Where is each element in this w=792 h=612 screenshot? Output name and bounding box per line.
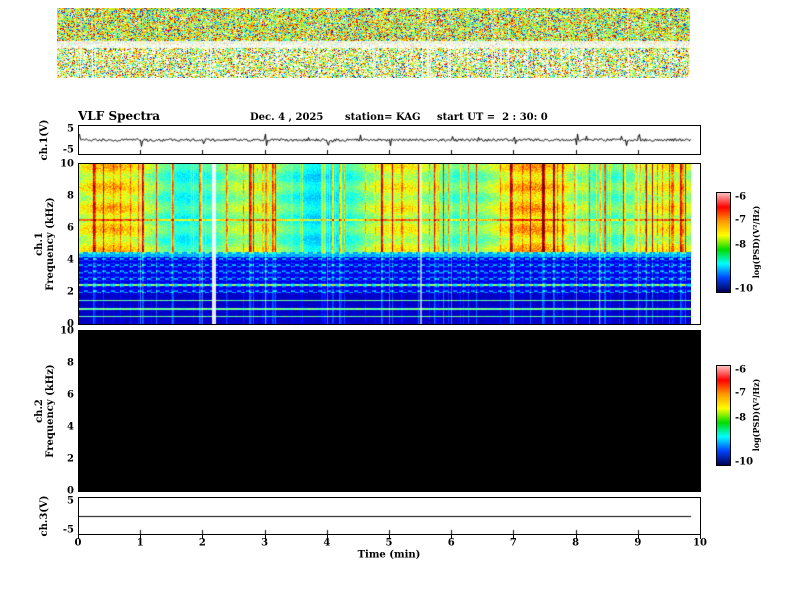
time-tick-label: 6 <box>447 537 455 549</box>
volt-tick-label: -5 <box>62 144 74 156</box>
time-tick-mark <box>202 535 204 539</box>
colorbar-tick-label: -6 <box>735 191 747 203</box>
time-tick-label: 1 <box>136 537 144 549</box>
colorbar2-canvas <box>717 366 730 465</box>
colorbar-tick-label: -8 <box>735 412 747 424</box>
freq-tick-label: 8 <box>67 357 74 369</box>
ch2-frequency-axis-label-line1: ch.2 <box>34 399 45 423</box>
time-tick-label: 4 <box>323 537 331 549</box>
ch3-voltage-axis-label: ch.3(V) <box>39 495 50 537</box>
time-tick-label: 3 <box>261 537 269 549</box>
time-tick-label: 9 <box>634 537 642 549</box>
ch1-waveform-canvas <box>79 126 700 154</box>
time-tick-mark <box>78 535 79 539</box>
time-tick-label: 7 <box>509 537 517 549</box>
time-tick-label: 8 <box>572 537 580 549</box>
ch1-frequency-axis-label: ch.1 Frequency (kHz) <box>34 164 56 324</box>
time-tick-mark <box>389 535 390 539</box>
time-tick-mark <box>326 535 328 539</box>
figure-title: VLF Spectra <box>78 109 161 123</box>
freq-tick-label: 0 <box>67 485 74 497</box>
freq-tick-label: 10 <box>60 325 74 337</box>
colorbar-tick-label: -7 <box>735 387 747 399</box>
colorbar-tick-label: -10 <box>735 283 754 295</box>
date-label: Dec. 4 , 2025 <box>250 112 324 123</box>
top-noise-strip-canvas <box>57 8 690 78</box>
time-tick-mark <box>140 535 142 539</box>
colorbar-tick-label: -7 <box>735 214 747 226</box>
ch2-frequency-axis-label: ch.2 Frequency (kHz) <box>34 331 56 491</box>
time-tick-mark <box>451 535 453 539</box>
ch1-frequency-axis-label-line2: Frequency (kHz) <box>45 197 56 291</box>
colorbar1-canvas <box>717 193 730 292</box>
time-axis-label: Time (min) <box>357 549 421 561</box>
time-tick-mark <box>575 535 577 539</box>
time-tick-label: 5 <box>385 537 393 549</box>
ch1-frequency-axis-label-line1: ch.1 <box>34 232 45 256</box>
volt-tick-label: -5 <box>62 524 74 536</box>
time-tick-mark <box>513 535 515 539</box>
freq-tick-label: 6 <box>67 389 74 401</box>
time-tick-label: 0 <box>74 537 82 549</box>
time-tick-mark <box>700 535 701 539</box>
time-tick-label: 10 <box>693 537 707 549</box>
ch2-spectrogram-canvas <box>79 331 700 491</box>
freq-tick-label: 10 <box>60 158 74 170</box>
time-tick-mark <box>637 535 639 539</box>
start-ut-label: start UT = 2 : 30: 0 <box>437 112 548 123</box>
freq-tick-label: 6 <box>67 222 74 234</box>
freq-tick-label: 4 <box>67 421 74 433</box>
time-tick-mark <box>264 535 266 539</box>
ch3-waveform-canvas <box>79 498 700 534</box>
time-tick-label: 2 <box>198 537 206 549</box>
volt-tick-label: 5 <box>67 123 74 135</box>
freq-tick-label: 2 <box>67 286 74 298</box>
freq-tick-label: 8 <box>67 190 74 202</box>
station-label: station= KAG <box>345 112 421 123</box>
colorbar-tick-label: -8 <box>735 239 747 251</box>
freq-tick-label: 2 <box>67 453 74 465</box>
freq-tick-label: 0 <box>67 318 74 330</box>
volt-tick-label: 5 <box>67 495 74 507</box>
colorbar-tick-label: -10 <box>735 456 754 468</box>
ch2-frequency-axis-label-line2: Frequency (kHz) <box>45 364 56 458</box>
ch1-spectrogram-canvas <box>79 164 691 324</box>
colorbar-tick-label: -6 <box>735 364 747 376</box>
freq-tick-label: 4 <box>67 254 74 266</box>
